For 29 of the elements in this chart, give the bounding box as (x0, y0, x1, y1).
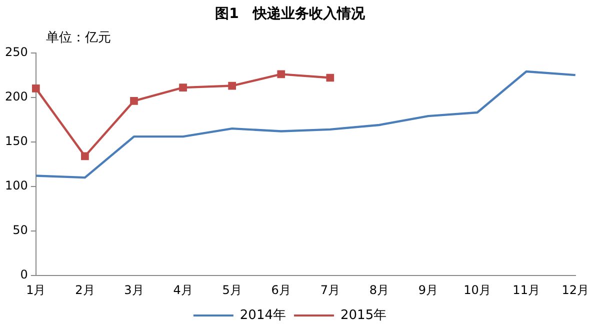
x-tick-label: 8月 (369, 282, 390, 297)
legend-label: 2015年 (340, 308, 387, 323)
legend-label: 2014年 (240, 308, 286, 323)
point (179, 84, 187, 92)
y-tick-label: 200 (5, 89, 28, 104)
point (32, 84, 40, 92)
chart-title: 图1 快递业务收入情况 (215, 5, 366, 22)
point (81, 152, 89, 160)
x-tick-label: 5月 (222, 282, 242, 297)
x-tick-label: 11月 (512, 282, 540, 297)
x-tick-label: 10月 (464, 282, 491, 297)
x-tick-label: 9月 (418, 282, 438, 297)
x-tick-label: 1月 (26, 282, 46, 297)
point (228, 82, 236, 90)
x-tick-label: 7月 (320, 282, 340, 297)
x-tick-label: 4月 (173, 282, 193, 297)
point (130, 96, 138, 105)
y-tick-label: 0 (20, 268, 28, 282)
point (326, 74, 334, 82)
y-tick-label: 100 (5, 178, 28, 193)
x-tick-label: 3月 (124, 282, 144, 297)
x-tick-label: 6月 (271, 282, 291, 297)
y-tick-label: 50 (12, 223, 28, 238)
y-tick-label: 250 (5, 44, 28, 59)
y-axis-title: 单位：亿元 (46, 30, 111, 46)
x-tick-label: 12月 (562, 282, 590, 297)
x-tick-label: 2月 (75, 282, 95, 297)
y-tick-label: 150 (5, 134, 28, 148)
point (277, 70, 286, 78)
